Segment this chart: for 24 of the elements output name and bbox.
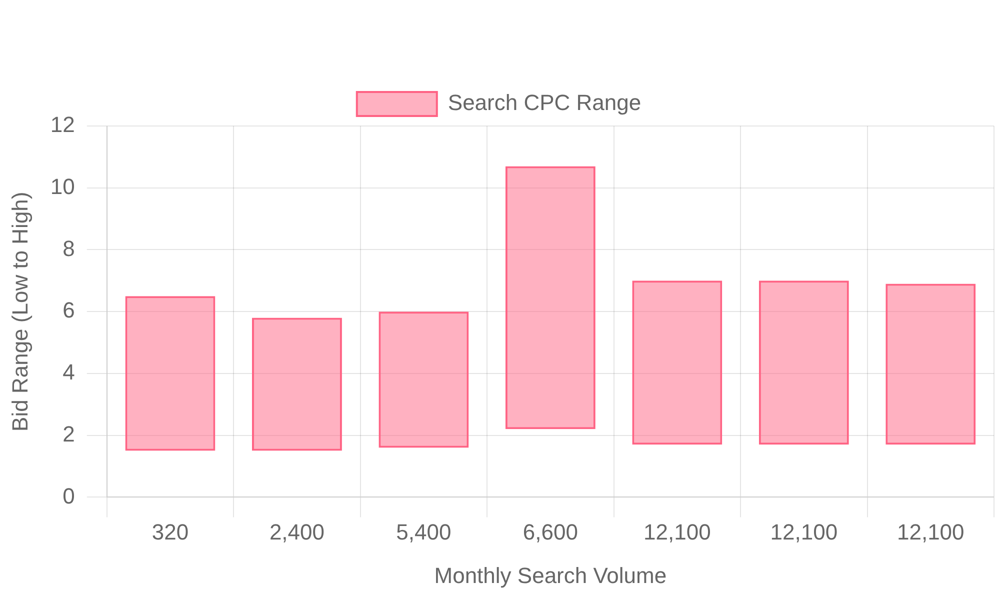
bar	[378, 312, 469, 448]
y-tick-label: 6	[62, 298, 75, 323]
y-tick-label: 8	[62, 236, 75, 261]
x-tick-label: 2,400	[269, 519, 324, 544]
bar	[125, 296, 216, 451]
x-tick-label: 5,400	[396, 519, 452, 544]
legend-label: Search CPC Range	[448, 90, 642, 116]
x-tick-label: 12,100	[770, 519, 838, 544]
x-tick-label: 12,100	[644, 519, 711, 544]
bar	[886, 284, 976, 445]
x-axis-title: Monthly Search Volume	[434, 562, 667, 588]
y-tick-label: 12	[50, 112, 75, 138]
x-tick-label: 6,600	[522, 519, 578, 544]
bar	[758, 280, 849, 445]
y-axis-title: Bid Range (Low to High)	[7, 192, 32, 432]
y-tick-label: 0	[62, 483, 75, 508]
bar	[632, 280, 722, 445]
x-tick-label: 320	[152, 519, 189, 544]
y-tick-label: 10	[50, 174, 75, 199]
x-tick-label: 12,100	[896, 519, 964, 544]
bar	[252, 318, 342, 451]
bar	[505, 166, 596, 430]
y-tick-label: 4	[62, 360, 75, 385]
y-tick-label: 2	[62, 421, 75, 446]
